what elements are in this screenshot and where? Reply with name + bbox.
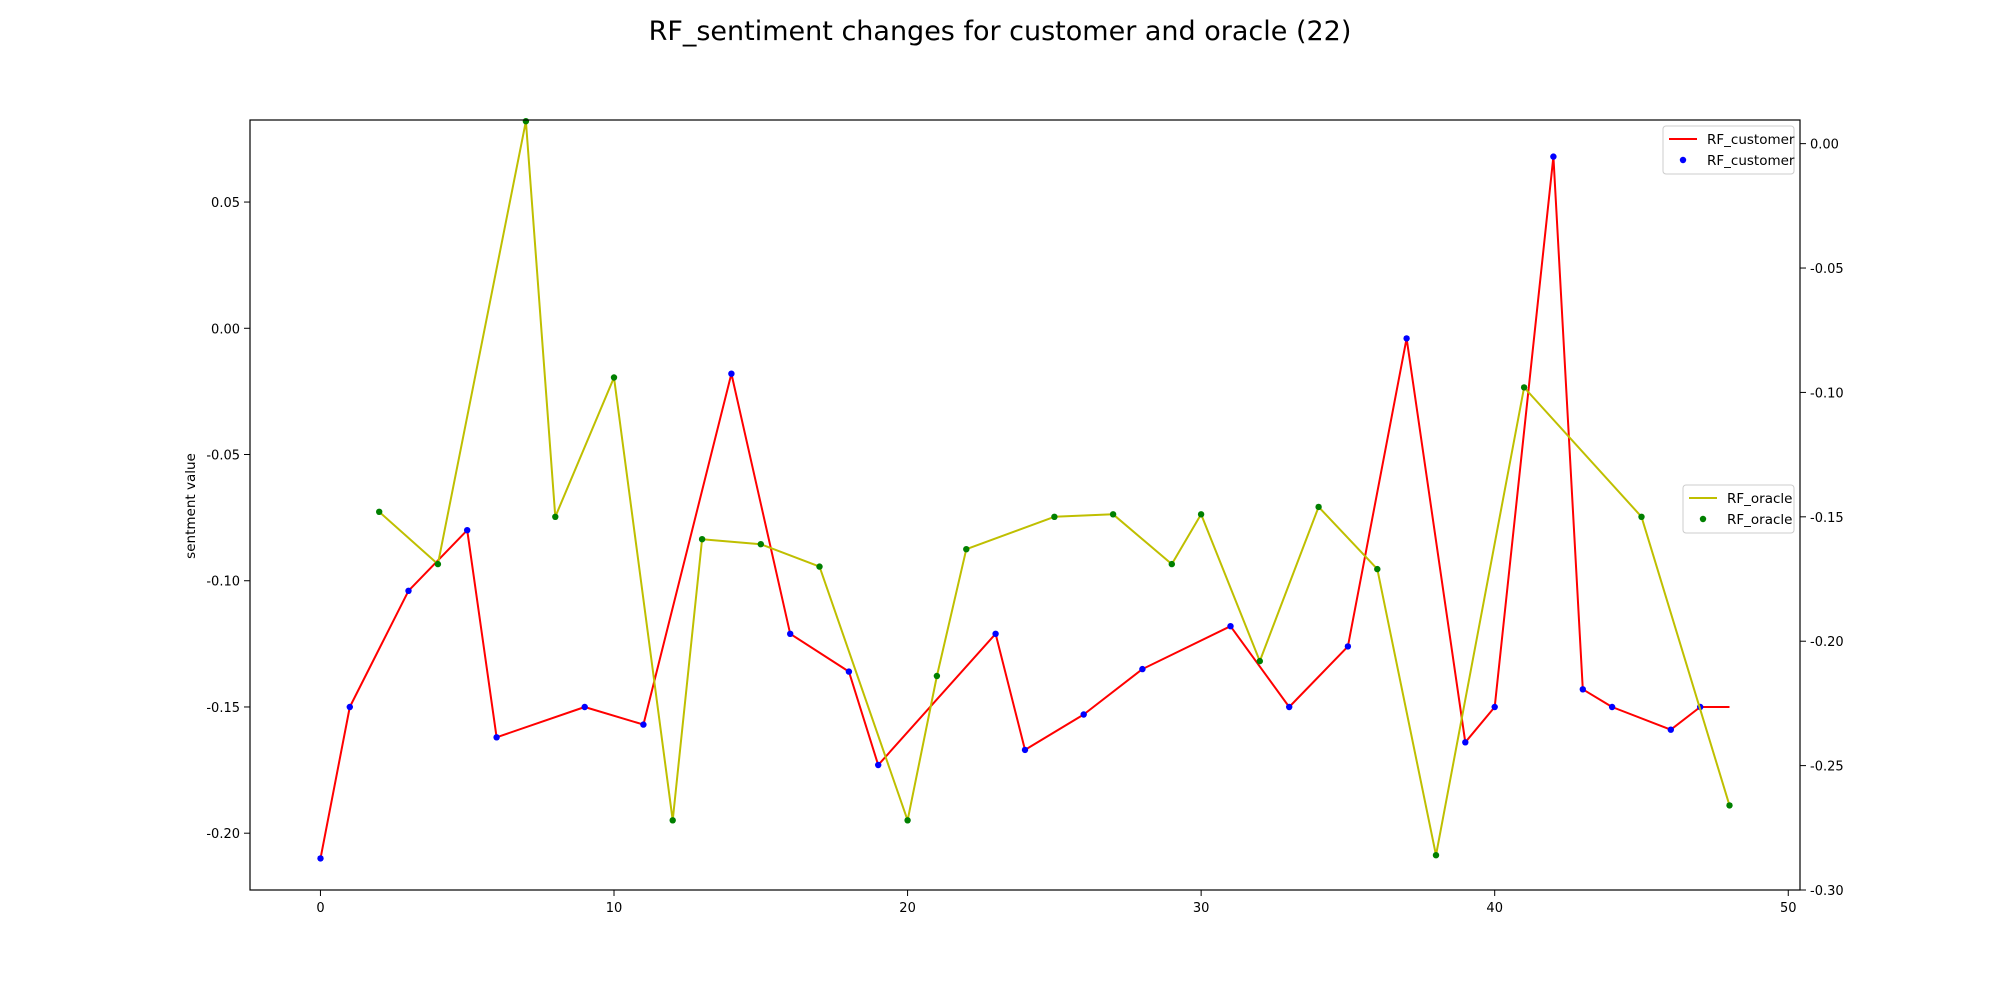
- data-point-RF_oracle-13: [1109, 511, 1117, 518]
- data-point-RF_oracle-11: [963, 546, 970, 553]
- data-point-RF_customer-20: [1491, 703, 1498, 711]
- data-point-RF_oracle-14: [1168, 560, 1176, 568]
- y-left-tick-label: 0.05: [211, 196, 240, 211]
- legend-label: RF_customer: [1707, 153, 1795, 169]
- data-point-RF_customer-0: [317, 855, 324, 862]
- data-point-RF_customer-14: [1139, 665, 1146, 673]
- y-right-tick-label: -0.05: [1810, 262, 1844, 277]
- legend-label: RF_customer: [1707, 132, 1795, 148]
- legend-label: RF_oracle: [1727, 491, 1792, 507]
- data-point-RF_oracle-2: [522, 118, 530, 125]
- data-point-RF_customer-3: [464, 527, 471, 534]
- data-point-RF_oracle-16: [1256, 657, 1264, 665]
- data-point-RF_oracle-5: [669, 817, 676, 824]
- data-point-RF_customer-7: [728, 370, 735, 377]
- data-point-RF_customer-15: [1227, 623, 1234, 630]
- x-tick-label: 50: [1780, 901, 1797, 916]
- y-right-tick-label: -0.30: [1810, 884, 1844, 899]
- data-point-RF_customer-12: [1021, 746, 1029, 754]
- y-right-tick-label: -0.15: [1810, 511, 1844, 526]
- x-tick-label: 20: [899, 901, 916, 916]
- data-point-RF_customer-17: [1344, 643, 1352, 650]
- data-point-RF_customer-23: [1608, 703, 1616, 711]
- y-left-tick-label: -0.10: [206, 575, 240, 590]
- y-left-tick-label: -0.05: [206, 449, 240, 464]
- data-point-RF_customer-13: [1080, 711, 1087, 718]
- legends: RF_customer RF_customer RF_oracle RF_oracle: [1662, 125, 1795, 534]
- data-point-RF_oracle-8: [816, 563, 823, 570]
- data-point-RF_customer-16: [1286, 703, 1293, 711]
- chart-title: RF_sentiment changes for customer and or…: [649, 16, 1352, 47]
- plot-area: [317, 118, 1733, 862]
- data-point-RF_customer-22: [1579, 686, 1587, 693]
- data-point-RF_customer-8: [787, 630, 794, 637]
- data-point-RF_oracle-12: [1051, 513, 1058, 520]
- legend-marker-swatch: [1679, 156, 1687, 164]
- y-left-tick-label: 0.00: [211, 322, 240, 337]
- plot-frame: [249, 119, 1801, 891]
- data-point-RF_customer-24: [1667, 726, 1675, 733]
- data-point-RF_customer-19: [1462, 739, 1469, 746]
- data-point-RF_customer-9: [845, 668, 853, 675]
- data-point-RF_oracle-6: [698, 536, 706, 543]
- data-point-RF_customer-2: [405, 587, 412, 594]
- data-point-RF_customer-11: [992, 630, 999, 637]
- y-right-tick-label: -0.20: [1810, 635, 1844, 650]
- x-tick-label: 30: [1193, 901, 1210, 916]
- y-left-tick-label: -0.15: [206, 701, 240, 716]
- series-line-RF_oracle: [378, 120, 1731, 857]
- x-tick-label: 40: [1486, 901, 1503, 916]
- data-point-RF_customer-10: [875, 761, 882, 769]
- x-tick-label: 10: [606, 901, 623, 916]
- axes: 0 10 20 30 40 50 0.05 0.00 -0.05 -0.10 -0.15 -0.20 0…: [206, 119, 1844, 916]
- data-point-RF_customer-21: [1550, 153, 1557, 160]
- data-point-RF_oracle-0: [376, 508, 383, 515]
- data-point-RF_oracle-15: [1197, 511, 1205, 518]
- data-point-RF_customer-4: [493, 734, 500, 741]
- data-point-RF_customer-1: [346, 703, 353, 711]
- data-point-RF_oracle-21: [1638, 513, 1645, 520]
- data-point-RF_customer-18: [1403, 335, 1410, 342]
- data-point-RF_oracle-22: [1726, 802, 1733, 809]
- data-point-RF_customer-5: [581, 703, 588, 711]
- data-point-RF_oracle-19: [1432, 852, 1440, 859]
- data-point-RF_oracle-3: [552, 513, 559, 520]
- data-point-RF_oracle-4: [610, 374, 618, 381]
- data-point-RF_oracle-10: [933, 672, 941, 680]
- data-point-RF_oracle-1: [434, 560, 442, 568]
- data-point-RF_customer-6: [640, 721, 647, 728]
- series-line-RF_customer: [319, 155, 1730, 859]
- y-left-tick-label: -0.20: [206, 827, 240, 842]
- data-point-RF_oracle-7: [757, 541, 764, 548]
- legend-marker-swatch: [1699, 515, 1707, 523]
- legend-label: RF_oracle: [1727, 512, 1792, 528]
- y-axis-title: sentment value: [183, 453, 199, 559]
- data-point-RF_oracle-17: [1315, 503, 1322, 511]
- x-tick-label: 0: [316, 901, 324, 916]
- data-point-RF_oracle-20: [1520, 384, 1528, 391]
- y-right-tick-label: -0.10: [1810, 386, 1844, 401]
- data-point-RF_oracle-18: [1374, 565, 1381, 573]
- y-right-tick-label: -0.25: [1810, 760, 1844, 775]
- data-point-RF_oracle-9: [904, 817, 911, 824]
- y-right-tick-label: 0.00: [1810, 138, 1839, 153]
